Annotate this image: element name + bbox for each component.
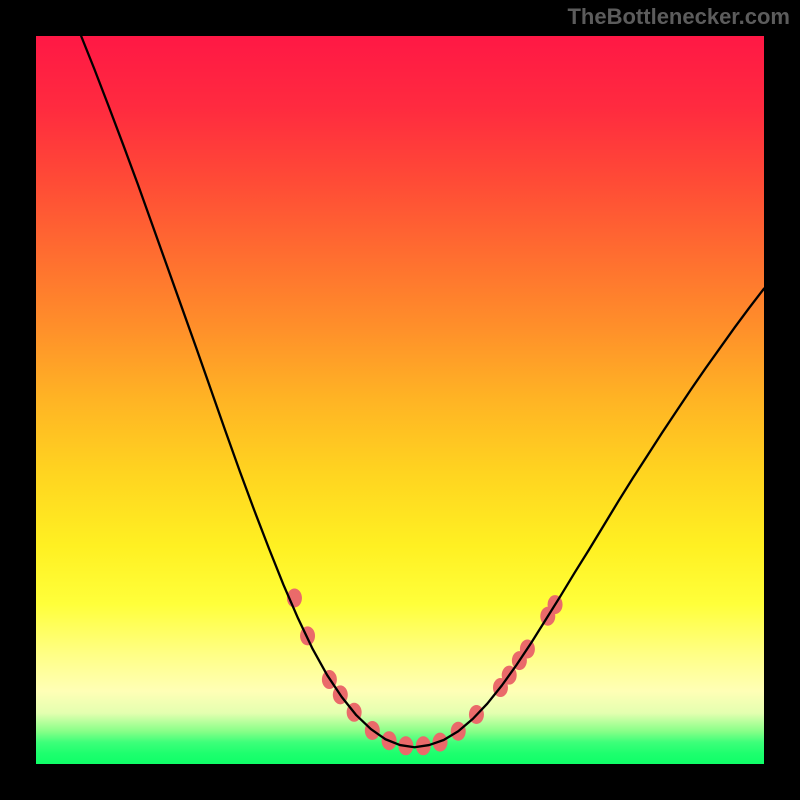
plot-background xyxy=(36,36,764,764)
bottleneck-chart: TheBottlenecker.com xyxy=(0,0,800,800)
watermark-text: TheBottlenecker.com xyxy=(567,4,790,30)
chart-svg xyxy=(0,0,800,800)
